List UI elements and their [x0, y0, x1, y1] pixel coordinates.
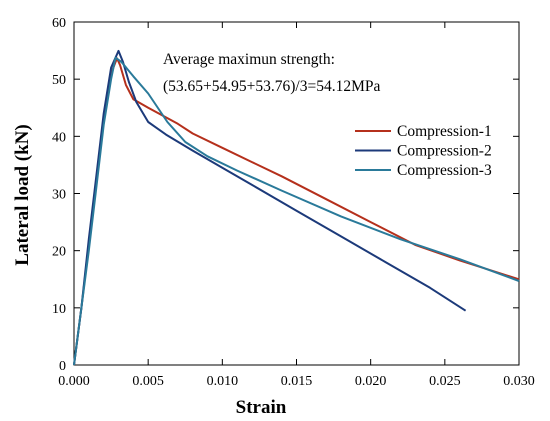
y-tick-label: 60 — [52, 16, 66, 31]
x-tick-label: 0.005 — [132, 374, 164, 389]
x-tick-label: 0.020 — [355, 374, 387, 389]
series-group — [73, 49, 520, 366]
annotation-line-1: Average maximun strength: — [163, 51, 335, 68]
legend-label-2: Compression-2 — [397, 143, 492, 160]
legend-label-3: Compression-3 — [397, 162, 492, 179]
series-line-3 — [73, 56, 520, 366]
axis-ticks: 0.000 0.005 0.010 0.015 0.020 0.025 0.030 0 10 20… — [52, 16, 535, 389]
x-tick-label: 0.010 — [207, 374, 239, 389]
annotation-line-2: (53.65+54.95+53.76)/3=54.12MPa — [163, 78, 381, 95]
legend: Compression-1 Compression-2 Compression-3 — [355, 123, 492, 179]
x-tick-label: 0.015 — [281, 374, 313, 389]
x-tick-label: 0.030 — [503, 374, 535, 389]
y-axis-title: Lateral load (kN) — [12, 124, 33, 265]
y-tick-label: 50 — [52, 73, 66, 88]
x-tick-label: 0.000 — [58, 374, 90, 389]
y-tick-label: 20 — [52, 245, 66, 260]
y-tick-label: 10 — [52, 302, 66, 317]
y-tick-label: 40 — [52, 130, 66, 145]
x-tick-label: 0.025 — [429, 374, 461, 389]
series-line-2 — [73, 49, 467, 366]
plot-frame — [73, 21, 520, 366]
y-tick-label: 0 — [59, 359, 66, 374]
x-axis-title: Strain — [236, 397, 287, 418]
legend-label-1: Compression-1 — [397, 123, 492, 140]
y-tick-label: 30 — [52, 188, 66, 203]
